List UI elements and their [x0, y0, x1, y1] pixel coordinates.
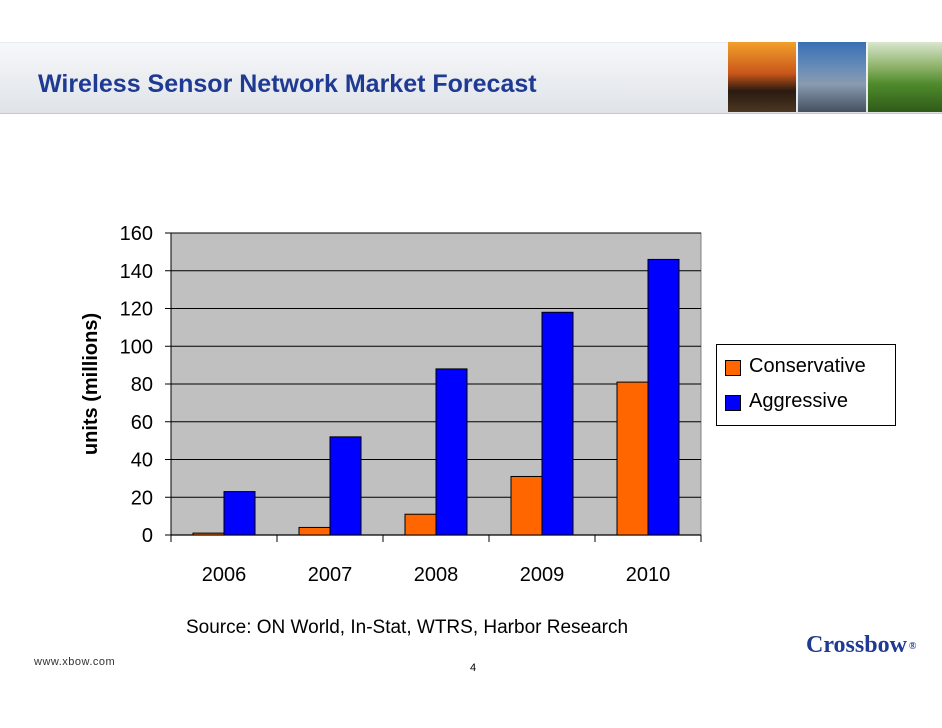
bar-conservative-2009 — [510, 475, 543, 536]
legend-label-conservative: Conservative — [749, 355, 866, 377]
footer-url[interactable]: www.xbow.com — [34, 656, 116, 668]
x-tick-label: 2007 — [308, 564, 353, 586]
bar-conservative-2006 — [192, 532, 225, 536]
y-tick-label: 60 — [131, 412, 153, 434]
logo-registered-mark: ® — [908, 640, 917, 652]
bar-conservative-2008 — [404, 513, 437, 536]
legend-label-aggressive: Aggressive — [749, 390, 848, 412]
bar-conservative-2007 — [298, 526, 331, 536]
greenhouse-photo — [868, 42, 942, 112]
building-photo — [798, 42, 866, 112]
bar-aggressive-2009 — [541, 311, 574, 536]
bar-aggressive-2010 — [647, 258, 680, 536]
x-tick-label: 2010 — [626, 564, 671, 586]
header-photo-strip — [728, 42, 942, 112]
crossbow-logo: Crossbow ® — [806, 632, 916, 659]
legend-swatch-aggressive — [725, 395, 741, 411]
source-note: Source: ON World, In-Stat, WTRS, Harbor … — [186, 617, 629, 638]
slide-title: Wireless Sensor Network Market Forecast — [38, 70, 537, 98]
y-tick-label: 140 — [120, 261, 153, 283]
x-tick-label: 2009 — [520, 564, 565, 586]
y-axis-label: units (millions) — [80, 313, 102, 455]
bar-chart: 0 20 40 60 80 100 120 140 160 2006 2007 2008 2009 201… — [80, 223, 702, 586]
bar-conservative-2010 — [616, 381, 649, 536]
y-tick-label: 20 — [131, 487, 153, 509]
page-number: 4 — [470, 662, 477, 674]
refinery-photo — [728, 42, 796, 112]
y-tick-label: 100 — [120, 336, 153, 358]
x-tick-label: 2008 — [414, 564, 459, 586]
x-tick-label: 2006 — [202, 564, 247, 586]
y-tick-label: 80 — [131, 374, 153, 396]
y-tick-label: 160 — [120, 223, 153, 245]
logo-text: Crossbow — [806, 632, 907, 658]
chart-legend: Conservative Aggressive — [716, 344, 896, 426]
legend-swatch-conservative — [725, 360, 741, 376]
y-tick-label: 120 — [120, 299, 153, 321]
y-tick-label: 40 — [131, 450, 153, 472]
bar-aggressive-2006 — [223, 491, 256, 536]
bar-aggressive-2008 — [435, 368, 468, 536]
y-tick-label: 0 — [142, 525, 153, 547]
bar-aggressive-2007 — [329, 436, 362, 536]
